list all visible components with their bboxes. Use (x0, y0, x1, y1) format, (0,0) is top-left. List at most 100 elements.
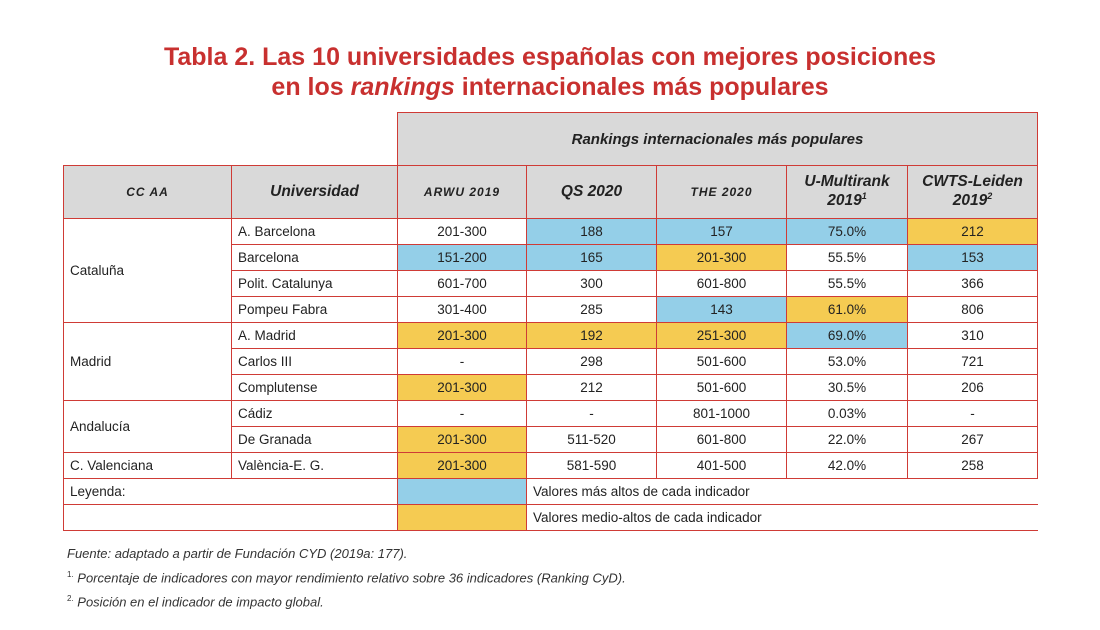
arwu-cell: 601-700 (397, 270, 527, 297)
table-title: Tabla 2. Las 10 universidades españolas … (0, 42, 1100, 102)
group-header: Rankings internacionales más populares (397, 112, 1038, 166)
legend-text-highest: Valores más altos de cada indicador (526, 478, 1038, 505)
region-cell: Andalucía (63, 400, 232, 453)
col-header-universidad: Universidad (231, 165, 398, 219)
legend-row-highest: Leyenda: Valores más altos de cada indic… (63, 478, 1038, 505)
legend-swatch-mid-high (397, 504, 527, 531)
legend-row-mid-high: Valores medio-altos de cada indicador (63, 504, 1038, 531)
footnote-2-mark: 2. (67, 594, 74, 604)
arwu-cell: 201-300 (397, 374, 527, 401)
university-cell: València-E. G. (231, 452, 398, 479)
cwts-cell: 806 (907, 296, 1038, 323)
table-row: Madrid A. Madrid 201-300 192 251-300 69.… (63, 322, 1038, 401)
qs-cell: 511-520 (526, 426, 657, 453)
qs-cell: 300 (526, 270, 657, 297)
umultirank-cell: 61.0% (786, 296, 908, 323)
the-cell: 251-300 (656, 322, 787, 349)
legend-swatch-highest (397, 478, 527, 505)
umultirank-cell: 42.0% (786, 452, 908, 479)
the-cell: 157 (656, 218, 787, 245)
umultirank-sup: 1 (861, 191, 867, 202)
arwu-cell: - (397, 400, 527, 427)
the-cell: 801-1000 (656, 400, 787, 427)
footnotes: Fuente: adaptado a partir de Fundación C… (67, 543, 626, 613)
qs-cell: 188 (526, 218, 657, 245)
cwts-sup: 2 (987, 191, 993, 202)
title-line-2-post: internacionales más populares (454, 73, 829, 101)
umultirank-cell: 55.5% (786, 244, 908, 271)
university-cell: Pompeu Fabra (231, 296, 398, 323)
table-row: De Granada 201-300 511-520 601-800 22.0%… (64, 426, 1038, 453)
title-line-2-em: rankings (350, 73, 455, 101)
title-line-1: Tabla 2. Las 10 universidades españolas … (163, 43, 937, 71)
qs-cell: 212 (526, 374, 657, 401)
qs-cell: 285 (526, 296, 657, 323)
qs-cell: - (526, 400, 657, 427)
qs-cell: 165 (526, 244, 657, 271)
cwts-cell: 721 (907, 348, 1038, 375)
col-header-arwu: ARWU 2019 (397, 165, 527, 219)
column-header-row: CC AA Universidad ARWU 2019 QS 2020 THE … (63, 165, 1038, 219)
qs-cell: 581-590 (526, 452, 657, 479)
table-row: Barcelona 151-200 165 201-300 55.5% 153 (64, 244, 1038, 271)
table-row: Andalucía Cádiz - - 801-1000 0.03% - (63, 400, 1038, 453)
title-line-2: en los rankings internacionales más popu… (0, 72, 1100, 102)
legend-label: Leyenda: (63, 478, 398, 505)
arwu-cell: 201-300 (397, 452, 527, 479)
legend-text-mid-high: Valores medio-altos de cada indicador (526, 504, 1038, 531)
legend-blank (63, 504, 398, 531)
col-header-ccaa: CC AA (63, 165, 232, 219)
arwu-cell: 301-400 (397, 296, 527, 323)
university-cell: A. Madrid (231, 322, 398, 349)
the-cell: 501-600 (656, 348, 787, 375)
university-cell: Barcelona (231, 244, 398, 271)
the-cell: 143 (656, 296, 787, 323)
the-cell: 601-800 (656, 426, 787, 453)
umultirank-cell: 55.5% (786, 270, 908, 297)
region-cell: C. Valenciana (63, 452, 232, 479)
footnote-2: 2. Posición en el indicador de impacto g… (67, 588, 626, 612)
arwu-cell: 201-300 (397, 426, 527, 453)
source-note: Fuente: adaptado a partir de Fundación C… (67, 546, 408, 561)
cwts-cell: 366 (907, 270, 1038, 297)
arwu-cell: 201-300 (397, 218, 527, 245)
col-header-cwts: CWTS-Leiden 20192 (907, 165, 1038, 219)
qs-cell: 192 (526, 322, 657, 349)
cwts-cell: 258 (907, 452, 1038, 479)
cwts-cell: - (907, 400, 1038, 427)
table-row: C. Valenciana València-E. G. 201-300 581… (63, 452, 1038, 479)
footnote-2-text: Posición en el indicador de impacto glob… (73, 594, 324, 610)
header-blank (63, 112, 398, 166)
col-header-umultirank: U-Multirank 20191 (786, 165, 908, 219)
qs-cell: 298 (526, 348, 657, 375)
region-cell: Cataluña (63, 218, 232, 323)
umultirank-cell: 22.0% (786, 426, 908, 453)
umultirank-line2: 2019 (827, 192, 862, 210)
col-header-the: THE 2020 (656, 165, 787, 219)
cwts-cell: 153 (907, 244, 1038, 271)
the-cell: 401-500 (656, 452, 787, 479)
university-cell: Complutense (231, 374, 398, 401)
title-line-2-pre: en los (271, 73, 351, 101)
umultirank-cell: 75.0% (786, 218, 908, 245)
rankings-table: Rankings internacionales más populares C… (63, 112, 1038, 531)
the-cell: 201-300 (656, 244, 787, 271)
university-cell: Polit. Catalunya (231, 270, 398, 297)
umultirank-cell: 53.0% (786, 348, 908, 375)
umultirank-line1: U-Multirank (804, 173, 890, 191)
table-row: Pompeu Fabra 301-400 285 143 61.0% 806 (64, 296, 1038, 323)
arwu-cell: - (397, 348, 527, 375)
col-header-qs: QS 2020 (526, 165, 657, 219)
cwts-cell: 267 (907, 426, 1038, 453)
cwts-cell: 212 (907, 218, 1038, 245)
arwu-cell: 201-300 (397, 322, 527, 349)
footnote-1: 1. Porcentaje de indicadores con mayor r… (67, 564, 626, 588)
region-cell: Madrid (63, 322, 232, 401)
umultirank-cell: 30.5% (786, 374, 908, 401)
umultirank-cell: 0.03% (786, 400, 908, 427)
footnote-1-text: Porcentaje de indicadores con mayor rend… (73, 570, 626, 586)
umultirank-cell: 69.0% (786, 322, 908, 349)
cwts-line2: 2019 (952, 192, 988, 210)
arwu-cell: 151-200 (397, 244, 527, 271)
footnote-1-mark: 1. (67, 570, 74, 579)
